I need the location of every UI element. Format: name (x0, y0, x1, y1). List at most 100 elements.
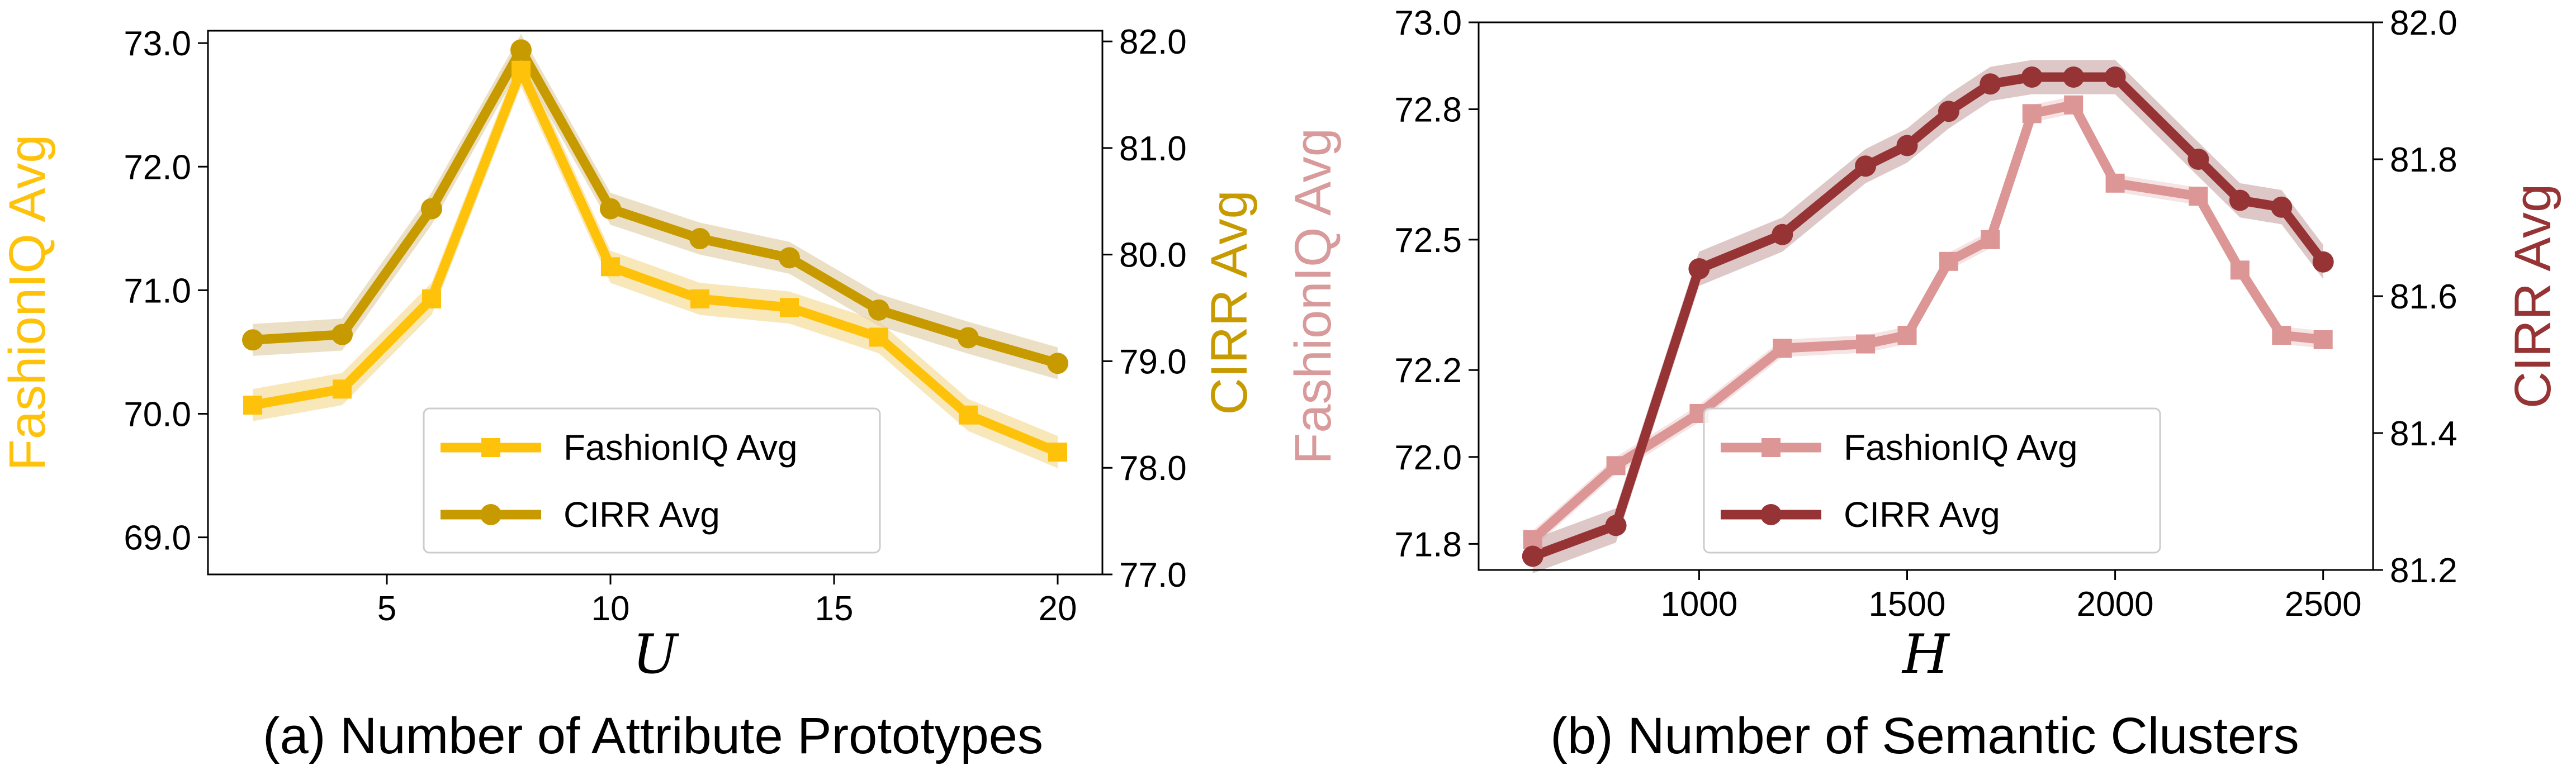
panel-b-point-fashioniq (2022, 104, 2042, 123)
panel-b-left-tick-label: 73.0 (1394, 4, 1462, 42)
panel-b-point-cirr (2271, 196, 2293, 218)
panel-a-legend: FashionIQ Avg CIRR Avg (423, 407, 881, 554)
panel-a-point-fashioniq (243, 396, 262, 415)
panel-a-point-fashioniq (512, 60, 531, 80)
panel-a-x-tick-label: 20 (1039, 590, 1077, 628)
panel-a-left-tick-label: 70.0 (124, 396, 191, 434)
panel-a-line-cirr (248, 45, 1063, 368)
panel-b-legend-entry-cirr: CIRR Avg (1721, 495, 2000, 535)
panel-b-x-tick-label: 2500 (2285, 585, 2362, 624)
panel-a-point-fashioniq (690, 289, 709, 308)
panel-a-left-tick-label: 71.0 (124, 272, 191, 310)
panel-b-x-tick-label: 1000 (1660, 585, 1737, 624)
panel-a-legend-entry-cirr: CIRR Avg (441, 495, 720, 535)
panel-a-legend-marker-fashioniq (481, 438, 500, 457)
panel-a-point-fashioniq (869, 327, 888, 347)
panel-a-attribute-prototypes: 5 10 15 20 69.0 70.0 71.0 72.0 73.0 77.0 78.0 79.… (0, 23, 1258, 764)
panel-a-point-fashioniq (422, 289, 441, 308)
panel-b-left-tick-label: 72.0 (1394, 439, 1462, 477)
panel-b-point-fashioniq (2313, 330, 2333, 349)
panel-b-x-tick-label: 2000 (2077, 585, 2154, 624)
panel-a-point-fashioniq (601, 257, 620, 277)
panel-a-point-cirr (421, 198, 442, 220)
panel-a-caption: (a) Number of Attribute Prototypes (263, 707, 1043, 764)
panel-b-x-axis-label: H (1901, 623, 1950, 686)
panel-b-point-fashioniq (2189, 187, 2208, 206)
panel-b-point-cirr (2104, 66, 2126, 88)
panel-b-left-ticks: 71.8 72.0 72.2 72.5 72.8 73.0 (1394, 4, 1479, 564)
panel-a-legend-marker-cirr (480, 504, 501, 525)
panel-a-right-tick-label: 82.0 (1119, 23, 1187, 61)
panel-a-right-tick-label: 77.0 (1119, 556, 1187, 595)
panel-a-right-axis-label: CIRR Avg (1201, 190, 1258, 415)
panel-b-point-cirr (1688, 258, 1710, 279)
panel-b-legend: FashionIQ Avg CIRR Avg (1703, 407, 2161, 554)
panel-b-right-tick-label: 81.6 (2390, 278, 2457, 316)
panel-b-right-tick-label: 81.8 (2390, 141, 2457, 179)
panel-a-right-tick-label: 81.0 (1119, 130, 1187, 168)
panel-b-point-fashioniq (2230, 260, 2250, 280)
panel-a-right-tick-label: 78.0 (1119, 449, 1187, 488)
panel-b-point-fashioniq (1897, 326, 1917, 345)
panel-a-point-cirr (510, 39, 532, 61)
panel-a-x-tick-label: 10 (591, 590, 630, 628)
panel-b-point-cirr (2229, 189, 2251, 211)
panel-b-point-fashioniq (1856, 334, 1876, 354)
panel-b-right-tick-label: 81.4 (2390, 415, 2457, 453)
panel-b-point-cirr (1772, 224, 1793, 245)
panel-a-left-tick-label: 73.0 (124, 25, 191, 63)
panel-a-plot-frame (207, 30, 1104, 576)
panel-a-right-tick-label: 80.0 (1119, 236, 1187, 275)
panel-b-point-fashioniq (1606, 456, 1626, 476)
panel-a-lines (248, 45, 1063, 457)
panel-a-band-fashioniq (253, 54, 1058, 468)
panel-b-point-fashioniq (2105, 173, 2125, 193)
panel-b-x-ticks: 1000 1500 2000 2500 (1660, 570, 2362, 624)
panel-a-x-axis-label: U (633, 623, 680, 686)
panel-a-point-cirr (779, 247, 800, 269)
panel-a-point-cirr (332, 324, 353, 345)
panel-b-right-tick-label: 81.2 (2390, 552, 2457, 590)
panel-a-point-fashioniq (333, 379, 352, 399)
panel-a-x-tick-label: 5 (377, 590, 396, 628)
panel-a-left-ticks: 69.0 70.0 71.0 72.0 73.0 (124, 25, 208, 558)
panel-a-point-cirr (958, 327, 979, 349)
panel-a-point-cirr (689, 228, 711, 250)
panel-b-left-tick-label: 72.5 (1394, 221, 1462, 260)
panel-a-x-ticks: 5 10 15 20 (377, 574, 1077, 628)
panel-b-legend-label-fashioniq: FashionIQ Avg (1844, 427, 2078, 468)
panel-b-right-tick-label: 82.0 (2390, 4, 2457, 42)
panel-a-legend-label-fashioniq: FashionIQ Avg (564, 427, 798, 468)
panel-b-legend-marker-cirr (1760, 504, 1782, 525)
panel-b-point-cirr (2063, 66, 2085, 88)
panel-a-right-ticks: 77.0 78.0 79.0 80.0 81.0 82.0 (1102, 23, 1187, 595)
panel-b-semantic-clusters: 1000 1500 2000 2500 71.8 72.0 72.2 72.5 72.8 73.… (1285, 4, 2561, 764)
panel-b-point-cirr (2187, 149, 2209, 170)
panel-a-point-fashioniq (959, 405, 978, 425)
panel-b-point-fashioniq (1981, 230, 2000, 249)
panel-a-point-fashioniq (1048, 443, 1067, 462)
panel-a-point-cirr (242, 329, 263, 351)
panel-a-left-tick-label: 72.0 (124, 148, 191, 187)
panel-b-point-cirr (1855, 155, 1877, 177)
panel-b-point-cirr (2021, 66, 2043, 88)
panel-b-point-cirr (2312, 251, 2334, 273)
panel-a-markers (242, 39, 1068, 462)
panel-b-legend-marker-fashioniq (1761, 438, 1781, 457)
panel-b-right-axis-label: CIRR Avg (2504, 184, 2561, 408)
panel-b-x-tick-label: 1500 (1869, 585, 1946, 624)
panel-a-point-fashioniq (780, 298, 799, 317)
panel-a-x-tick-label: 15 (815, 590, 854, 628)
panel-a-right-tick-label: 79.0 (1119, 343, 1187, 381)
panel-b-left-axis-label: FashionIQ Avg (1285, 128, 1342, 464)
panel-b-left-tick-label: 72.2 (1394, 351, 1462, 390)
panel-b-left-tick-label: 72.8 (1394, 91, 1462, 130)
panel-a-point-cirr (868, 299, 889, 321)
panel-b-point-cirr (1896, 135, 1918, 156)
panel-a-point-cirr (600, 198, 621, 220)
panel-b-right-ticks: 81.2 81.4 81.6 81.8 82.0 (2373, 4, 2457, 590)
panel-b-left-tick-label: 71.8 (1394, 525, 1462, 564)
panel-b-legend-label-cirr: CIRR Avg (1844, 495, 2000, 535)
